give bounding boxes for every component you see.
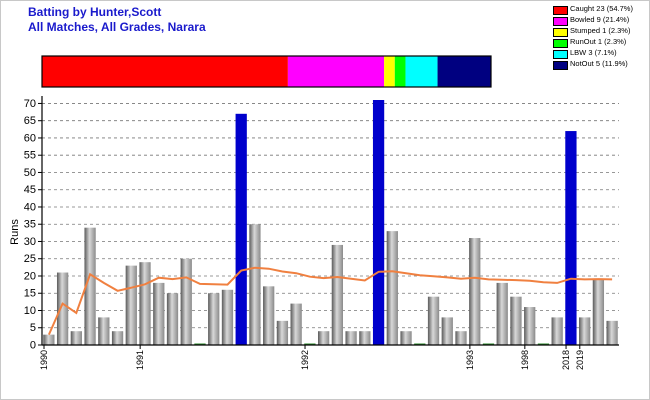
- runs-bar: [592, 279, 605, 345]
- x-tick-label: 1993: [465, 350, 475, 370]
- y-tick-label: 45: [24, 184, 36, 196]
- runs-bar: [427, 296, 440, 345]
- y-axis-label: Runs: [9, 219, 21, 245]
- chart-title: Batting by Hunter,Scott: [28, 5, 162, 19]
- legend-label: RunOut 1 (2.3%): [570, 37, 627, 46]
- runs-bar: [70, 331, 82, 345]
- y-tick-label: 35: [24, 219, 36, 231]
- legend: Caught 23 (54.7%) Bowled 9 (21.4%) Stumped…: [551, 4, 645, 70]
- legend-label: Stumped 1 (2.3%): [570, 26, 631, 35]
- legend-swatch: [553, 61, 568, 70]
- legend-label: NotOut 5 (11.9%): [570, 59, 628, 68]
- runs-bar: [606, 320, 618, 345]
- runs-bar: [208, 293, 220, 345]
- x-tick-label: 2019: [575, 350, 585, 370]
- runs-bar: [249, 224, 261, 345]
- notout-bar: [235, 113, 247, 345]
- y-tick-label: 20: [24, 270, 36, 282]
- runs-bar: [84, 227, 96, 345]
- runs-bar: [139, 262, 151, 345]
- runs-bar: [317, 331, 330, 345]
- runs-bar: [551, 317, 563, 345]
- duck-mark: [194, 343, 206, 345]
- runs-bar: [276, 320, 289, 345]
- x-tick-label: 2018: [561, 350, 571, 370]
- runs-bar: [510, 296, 522, 345]
- runs-bar: [400, 331, 412, 345]
- legend-swatch: [553, 39, 568, 48]
- runs-bar: [180, 258, 192, 345]
- duck-mark: [304, 343, 316, 345]
- legend-swatch: [553, 50, 568, 59]
- runs-bar: [441, 317, 453, 345]
- y-tick-label: 55: [24, 150, 36, 162]
- legend-item: LBW 3 (7.1%): [551, 48, 645, 59]
- y-tick-label: 15: [24, 288, 36, 300]
- runs-bar: [153, 282, 165, 345]
- runs-bar: [98, 317, 110, 345]
- runs-bar: [524, 307, 536, 345]
- runs-bar: [331, 244, 344, 345]
- x-tick-label: 1992: [300, 350, 310, 370]
- legend-swatch: [553, 28, 568, 37]
- notout-bar: [565, 131, 577, 345]
- duck-mark: [414, 343, 426, 345]
- dismissal-segment: [384, 56, 395, 87]
- legend-label: LBW 3 (7.1%): [570, 48, 617, 57]
- chart-subtitle: All Matches, All Grades, Narara: [28, 20, 206, 34]
- runs-bar: [469, 238, 481, 345]
- runs-bar: [359, 331, 371, 345]
- legend-item: NotOut 5 (11.9%): [551, 59, 645, 70]
- y-tick-label: 50: [24, 167, 36, 179]
- y-tick-label: 65: [24, 115, 36, 127]
- dismissal-bar-border: [41, 55, 492, 88]
- legend-label: Bowled 9 (21.4%): [570, 15, 630, 24]
- y-tick-label: 25: [24, 253, 36, 265]
- runs-bar: [290, 303, 302, 345]
- y-tick-label: 10: [24, 305, 36, 317]
- legend-item: Bowled 9 (21.4%): [551, 15, 645, 26]
- legend-label: Caught 23 (54.7%): [570, 4, 633, 13]
- x-tick-label: 1990: [39, 350, 49, 370]
- y-tick-label: 30: [24, 236, 36, 248]
- dismissal-segment: [405, 56, 438, 87]
- x-tick-label: 1991: [135, 350, 145, 370]
- dismissal-segment: [287, 56, 385, 87]
- runs-bar: [496, 282, 508, 345]
- average-line: [47, 266, 613, 336]
- dismissal-segment: [437, 56, 491, 87]
- runs-bar: [455, 331, 467, 345]
- y-tick-label: 40: [24, 201, 36, 213]
- legend-item: Stumped 1 (2.3%): [551, 26, 645, 37]
- runs-bar: [345, 331, 357, 345]
- y-tick-label: 70: [24, 98, 36, 110]
- runs-bar: [43, 334, 55, 345]
- legend-swatch: [553, 6, 568, 15]
- runs-bar: [386, 231, 398, 345]
- legend-swatch: [553, 17, 568, 26]
- notout-bar: [372, 100, 385, 345]
- runs-bar: [579, 317, 591, 345]
- dismissal-segment: [42, 56, 288, 87]
- legend-item: Caught 23 (54.7%): [551, 4, 645, 15]
- duck-mark: [482, 343, 495, 345]
- y-tick-label: 60: [24, 132, 36, 144]
- dismissal-segment: [394, 56, 406, 87]
- runs-bar: [221, 289, 234, 345]
- y-tick-label: 0: [30, 340, 36, 352]
- duck-mark: [537, 343, 550, 345]
- legend-item: RunOut 1 (2.3%): [551, 37, 645, 48]
- y-tick-label: 5: [30, 322, 36, 334]
- x-tick-label: 1998: [520, 350, 530, 370]
- runs-bar: [166, 293, 179, 345]
- runs-bar: [263, 286, 275, 345]
- runs-bar: [125, 265, 137, 345]
- runs-bar: [111, 331, 124, 345]
- runs-bar: [56, 272, 69, 345]
